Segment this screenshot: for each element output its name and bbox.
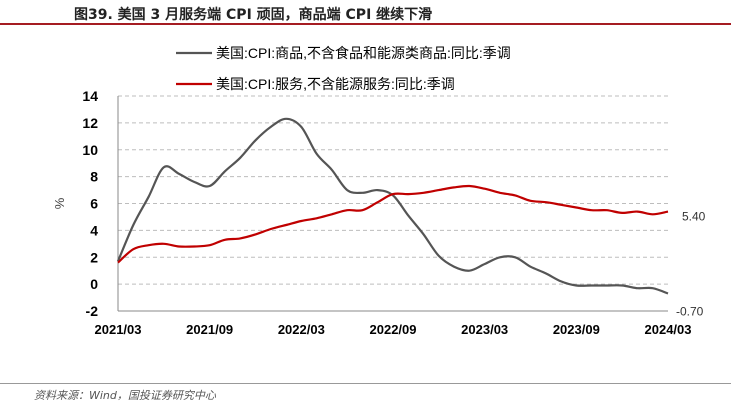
x-tick-label: 2023/03: [461, 322, 508, 337]
source-note: 资料来源：Wind，国投证券研究中心: [34, 389, 216, 402]
x-tick-label: 2022/09: [370, 322, 417, 337]
title-bar: 图39. 美国 3 月服务端 CPI 顽固，商品端 CPI 继续下滑: [0, 0, 731, 26]
y-tick-label: 8: [90, 169, 98, 185]
y-tick-label: 14: [82, 88, 98, 104]
y-tick-label: 12: [82, 115, 98, 131]
line-chart: -2 0 2 4 6 8 10 12 14% 2021/03 2021/09 2022/03 2022/…: [52, 45, 706, 337]
y-tick-label: 2: [90, 249, 98, 265]
legend-label: 美国:CPI:商品,不含食品和能源类商品:同比:季调: [216, 45, 511, 61]
end-label-services: 5.40: [682, 210, 706, 224]
x-tick-label: 2024/03: [645, 322, 692, 337]
y-axis-label: %: [52, 197, 67, 209]
grid-lines: [118, 95, 668, 285]
y-tick-label: 10: [82, 142, 98, 158]
footer-rule: [0, 383, 731, 384]
legend: 美国:CPI:商品,不含食品和能源类商品:同比:季调美国:CPI:服务,不含能源…: [176, 45, 511, 92]
x-tick-label: 2022/03: [278, 322, 325, 337]
figure-title: 图39. 美国 3 月服务端 CPI 顽固，商品端 CPI 继续下滑: [74, 7, 433, 23]
x-tick-label: 2021/03: [95, 322, 142, 337]
end-labels: -0.70 5.40: [676, 210, 706, 319]
footer: 资料来源：Wind，国投证券研究中心: [0, 383, 731, 402]
series-line-goods: [116, 117, 669, 295]
title-rule: [0, 23, 731, 25]
x-tick-label: 2023/09: [553, 322, 600, 337]
legend-label: 美国:CPI:服务,不含能源服务:同比:季调: [216, 76, 455, 92]
y-tick-label: 0: [90, 276, 98, 292]
x-tick-label: 2021/09: [186, 322, 233, 337]
y-tick-label: 6: [90, 196, 98, 212]
end-label-goods: -0.70: [676, 305, 704, 319]
series-line-services: [117, 184, 669, 264]
y-tick-label: -2: [86, 303, 99, 319]
series-layer: [116, 117, 669, 295]
axes: -2 0 2 4 6 8 10 12 14% 2021/03 2021/09 2022/03 2022/…: [52, 88, 692, 337]
y-tick-label: 4: [90, 222, 98, 238]
